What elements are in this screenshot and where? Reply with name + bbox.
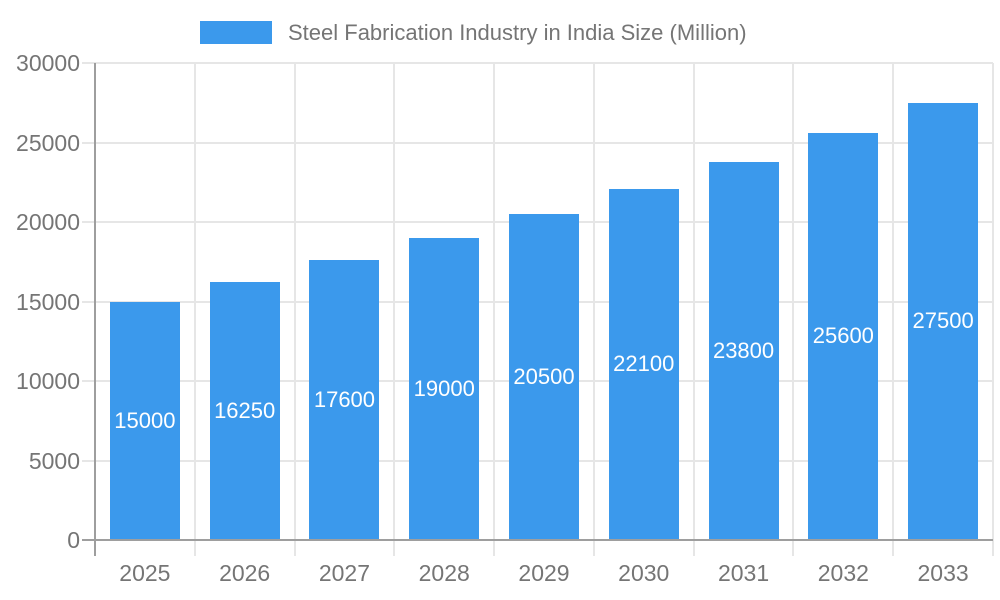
x-gridline [493, 63, 496, 556]
x-axis-line [82, 539, 993, 541]
bar[interactable]: 23800 [708, 161, 779, 540]
y-gridline [82, 141, 993, 144]
legend-series-label: Steel Fabrication Industry in India Size… [288, 20, 747, 45]
bar[interactable]: 19000 [409, 237, 480, 540]
x-gridline [592, 63, 595, 556]
y-axis-tick-label: 15000 [16, 288, 80, 315]
bar-value-label: 22100 [613, 351, 675, 377]
x-axis-tick-label: 2026 [219, 560, 271, 586]
bar[interactable]: 17600 [309, 260, 380, 540]
bar[interactable]: 22100 [608, 188, 679, 540]
bar-value-label: 23800 [712, 337, 775, 363]
bar-value-label: 20500 [513, 364, 575, 390]
y-axis-line [94, 63, 96, 556]
bar-value-label: 16250 [214, 397, 276, 423]
bar[interactable]: 15000 [109, 301, 180, 540]
x-axis-tick-label: 2031 [717, 560, 770, 586]
legend-swatch [200, 21, 272, 44]
x-axis-tick-label: 2025 [119, 560, 171, 586]
x-axis-tick-label: 2028 [418, 560, 470, 586]
bar-value-label: 27500 [912, 308, 974, 334]
y-axis-tick-label: 30000 [16, 50, 80, 76]
x-gridline [193, 63, 196, 556]
plot-area: 15000 16250 17600 19000 20500 22100 23800 25600… [16, 50, 994, 586]
bar[interactable]: 27500 [908, 102, 979, 540]
bar[interactable]: 25600 [808, 132, 879, 540]
x-gridline [792, 63, 795, 556]
y-axis-tick-label: 25000 [16, 129, 80, 156]
bar-value-label: 19000 [413, 375, 475, 401]
x-gridline [393, 63, 396, 556]
y-axis-tick-label: 20000 [16, 209, 80, 235]
bar[interactable]: 16250 [209, 281, 280, 540]
x-axis-tick-label: 2029 [518, 560, 570, 586]
bar[interactable]: 20500 [509, 214, 579, 540]
x-gridline [692, 63, 695, 556]
x-axis-tick-label: 2030 [618, 560, 670, 586]
y-axis-tick-label: 10000 [16, 368, 80, 394]
bar-value-label: 17600 [313, 387, 376, 413]
y-axis-tick-label: 0 [67, 527, 80, 553]
x-gridline [892, 63, 895, 556]
x-gridline [293, 63, 296, 556]
x-axis-tick-label: 2032 [817, 560, 869, 586]
y-axis-tick-label: 5000 [28, 447, 80, 474]
x-gridline [992, 63, 994, 556]
x-axis-tick-label: 2033 [917, 560, 969, 586]
y-gridline [82, 62, 993, 64]
x-axis-tick-label: 2027 [318, 560, 371, 586]
bar-value-label: 25600 [812, 323, 874, 349]
bar-value-label: 15000 [114, 407, 176, 433]
